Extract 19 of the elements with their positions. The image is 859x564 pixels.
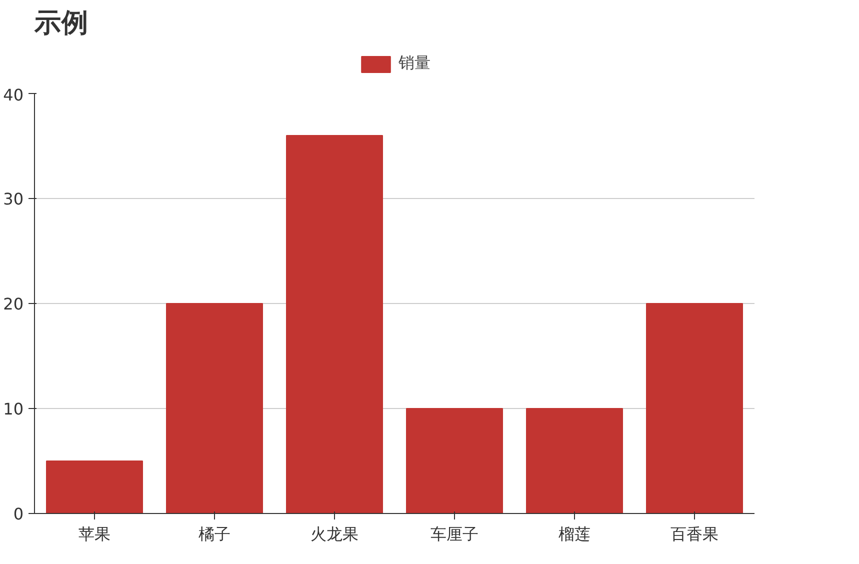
bar [166, 303, 263, 514]
x-tick-label: 百香果 [670, 524, 718, 544]
bar [46, 460, 143, 514]
bar [406, 408, 503, 514]
bar [286, 135, 383, 514]
x-tick-label: 火龙果 [310, 524, 358, 544]
y-tick-label: 30 [3, 190, 24, 208]
y-tick-label: 10 [3, 400, 24, 418]
bar [646, 303, 743, 514]
x-tick-label: 橘子 [198, 524, 230, 544]
y-tick-label: 20 [3, 294, 24, 314]
legend-label: 销量 [398, 53, 430, 74]
bar [526, 408, 623, 514]
x-tick-label: 车厘子 [430, 524, 478, 544]
y-tick-label: 40 [3, 86, 24, 104]
x-tick-label: 苹果 [78, 524, 110, 544]
chart-title: 示例 [34, 8, 88, 38]
y-tick-label: 0 [13, 504, 24, 524]
x-tick-label: 榴莲 [558, 524, 590, 544]
